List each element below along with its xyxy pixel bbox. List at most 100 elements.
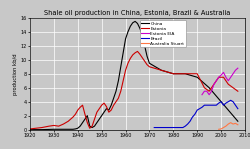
Brazil bbox=[188, 120, 192, 122]
Brazil bbox=[234, 104, 237, 106]
Australia Stuart bbox=[224, 125, 228, 127]
Brazil bbox=[153, 127, 156, 128]
Brazil bbox=[210, 104, 213, 106]
Estonia bbox=[98, 108, 101, 110]
Estonia EIA bbox=[222, 72, 225, 73]
Estonia EIA bbox=[212, 83, 216, 85]
China bbox=[62, 128, 65, 130]
China bbox=[184, 73, 187, 75]
China bbox=[74, 128, 77, 130]
China bbox=[122, 52, 125, 54]
Line: Estonia: Estonia bbox=[30, 51, 238, 129]
Australia Stuart bbox=[220, 128, 222, 130]
China bbox=[88, 125, 91, 127]
China bbox=[138, 27, 141, 29]
Brazil bbox=[186, 123, 189, 125]
Estonia EIA bbox=[208, 94, 211, 96]
Estonia EIA bbox=[203, 90, 206, 92]
Estonia EIA bbox=[220, 74, 222, 76]
China bbox=[105, 108, 108, 110]
China bbox=[67, 128, 70, 130]
China bbox=[117, 80, 120, 82]
Estonia EIA bbox=[229, 76, 232, 78]
China bbox=[124, 38, 127, 40]
Brazil bbox=[205, 104, 208, 106]
Y-axis label: production kb/d: production kb/d bbox=[14, 53, 18, 95]
Brazil bbox=[227, 101, 230, 103]
Line: Australia Stuart: Australia Stuart bbox=[219, 123, 238, 129]
China bbox=[110, 104, 113, 106]
China bbox=[148, 62, 151, 64]
Brazil bbox=[220, 101, 222, 103]
Estonia EIA bbox=[234, 69, 237, 71]
Estonia EIA bbox=[217, 76, 220, 78]
China bbox=[143, 45, 146, 47]
Australia Stuart bbox=[217, 128, 220, 130]
China bbox=[98, 118, 101, 120]
Line: Brazil: Brazil bbox=[154, 100, 238, 128]
Estonia bbox=[57, 125, 60, 127]
China bbox=[107, 109, 110, 111]
China bbox=[236, 120, 239, 122]
Estonia EIA bbox=[232, 73, 234, 75]
Estonia EIA bbox=[227, 80, 230, 82]
China bbox=[96, 122, 98, 124]
China bbox=[84, 118, 86, 120]
Estonia EIA bbox=[215, 80, 218, 82]
China bbox=[126, 31, 130, 33]
Brazil bbox=[224, 102, 228, 104]
China bbox=[232, 115, 234, 117]
China bbox=[131, 22, 134, 24]
Brazil bbox=[193, 113, 196, 115]
China bbox=[100, 115, 103, 117]
Brazil bbox=[212, 104, 216, 106]
Brazil bbox=[184, 125, 187, 127]
Brazil bbox=[160, 127, 163, 128]
Brazil bbox=[208, 104, 211, 106]
China bbox=[146, 55, 148, 57]
Australia Stuart bbox=[229, 122, 232, 124]
Australia Stuart bbox=[227, 123, 230, 125]
China bbox=[220, 101, 222, 103]
Estonia bbox=[129, 58, 132, 59]
Estonia EIA bbox=[210, 90, 213, 92]
China bbox=[208, 87, 211, 89]
Line: China: China bbox=[30, 21, 238, 130]
Brazil bbox=[217, 102, 220, 104]
Brazil bbox=[198, 108, 201, 110]
China bbox=[79, 125, 82, 127]
China bbox=[136, 22, 139, 24]
China bbox=[134, 20, 136, 22]
China bbox=[119, 66, 122, 68]
China bbox=[114, 90, 117, 92]
China bbox=[160, 69, 163, 71]
Estonia bbox=[28, 128, 32, 130]
China bbox=[28, 129, 32, 131]
Australia Stuart bbox=[232, 123, 234, 125]
Estonia EIA bbox=[236, 67, 239, 69]
China bbox=[172, 73, 175, 75]
Brazil bbox=[222, 104, 225, 106]
Brazil bbox=[232, 101, 234, 103]
China bbox=[72, 128, 74, 130]
Brazil bbox=[196, 109, 199, 111]
Estonia bbox=[236, 90, 239, 92]
Title: Shale oil production in China, Estonia, Brazil & Australia: Shale oil production in China, Estonia, … bbox=[44, 10, 231, 16]
Estonia bbox=[134, 52, 136, 54]
Brazil bbox=[215, 104, 218, 106]
China bbox=[90, 127, 94, 128]
Estonia bbox=[112, 104, 115, 106]
China bbox=[81, 122, 84, 124]
China bbox=[57, 128, 60, 130]
Brazil bbox=[182, 127, 184, 128]
Brazil bbox=[167, 127, 170, 128]
Estonia EIA bbox=[224, 76, 228, 78]
Australia Stuart bbox=[236, 124, 239, 126]
Brazil bbox=[229, 99, 232, 101]
Brazil bbox=[191, 116, 194, 118]
Line: Estonia EIA: Estonia EIA bbox=[202, 68, 238, 95]
China bbox=[112, 97, 115, 99]
Estonia bbox=[222, 76, 225, 78]
China bbox=[93, 125, 96, 127]
China bbox=[196, 76, 199, 78]
